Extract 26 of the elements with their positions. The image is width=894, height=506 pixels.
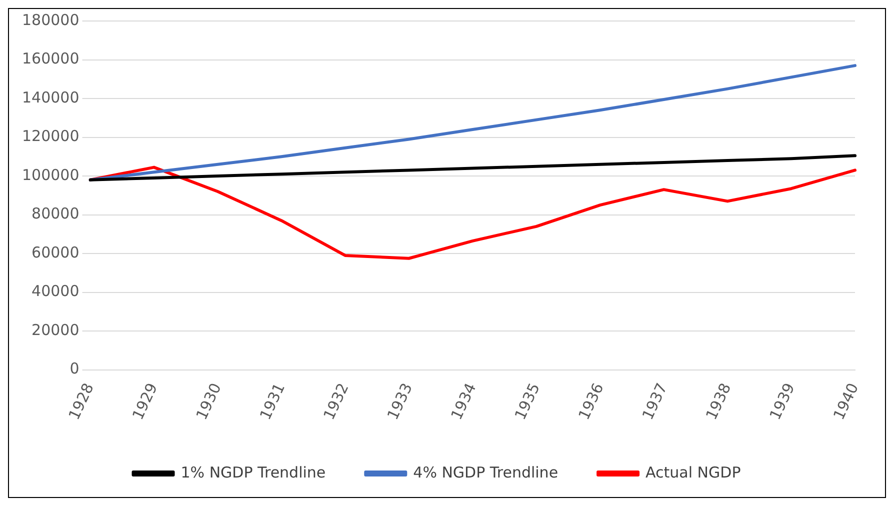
x-tick-label: 1928 bbox=[64, 380, 98, 423]
x-tick-label: 1938 bbox=[702, 380, 735, 423]
x-tick-label: 1929 bbox=[128, 380, 162, 423]
x-tick-label: 1931 bbox=[256, 380, 289, 423]
y-tick-label: 20000 bbox=[32, 320, 80, 339]
x-tick-label: 1939 bbox=[766, 380, 798, 423]
x-tick-label: 1932 bbox=[320, 380, 352, 423]
x-tick-label: 1934 bbox=[447, 380, 480, 423]
y-tick-label: 0 bbox=[70, 360, 80, 378]
y-tick-label: 120000 bbox=[22, 127, 80, 146]
x-tick-label: 1940 bbox=[830, 380, 862, 423]
y-tick-label: 80000 bbox=[32, 204, 80, 223]
y-tick-label: 160000 bbox=[22, 50, 80, 68]
legend-label: 1% NGDP Trendline bbox=[180, 463, 326, 482]
y-tick-label: 180000 bbox=[22, 10, 80, 29]
x-tick-label: 1937 bbox=[638, 380, 671, 423]
x-tick-label: 1935 bbox=[511, 380, 544, 423]
x-tick-label: 1936 bbox=[574, 380, 608, 423]
x-tick-label: 1933 bbox=[384, 380, 416, 423]
legend-label: Actual NGDP bbox=[646, 463, 741, 482]
y-tick-label: 100000 bbox=[22, 166, 80, 184]
y-tick-label: 140000 bbox=[22, 88, 80, 106]
x-tick-label: 1930 bbox=[192, 380, 225, 423]
legend-label: 4% NGDP Trendline bbox=[413, 463, 558, 482]
y-tick-label: 40000 bbox=[32, 282, 80, 300]
y-tick-label: 60000 bbox=[32, 243, 80, 262]
